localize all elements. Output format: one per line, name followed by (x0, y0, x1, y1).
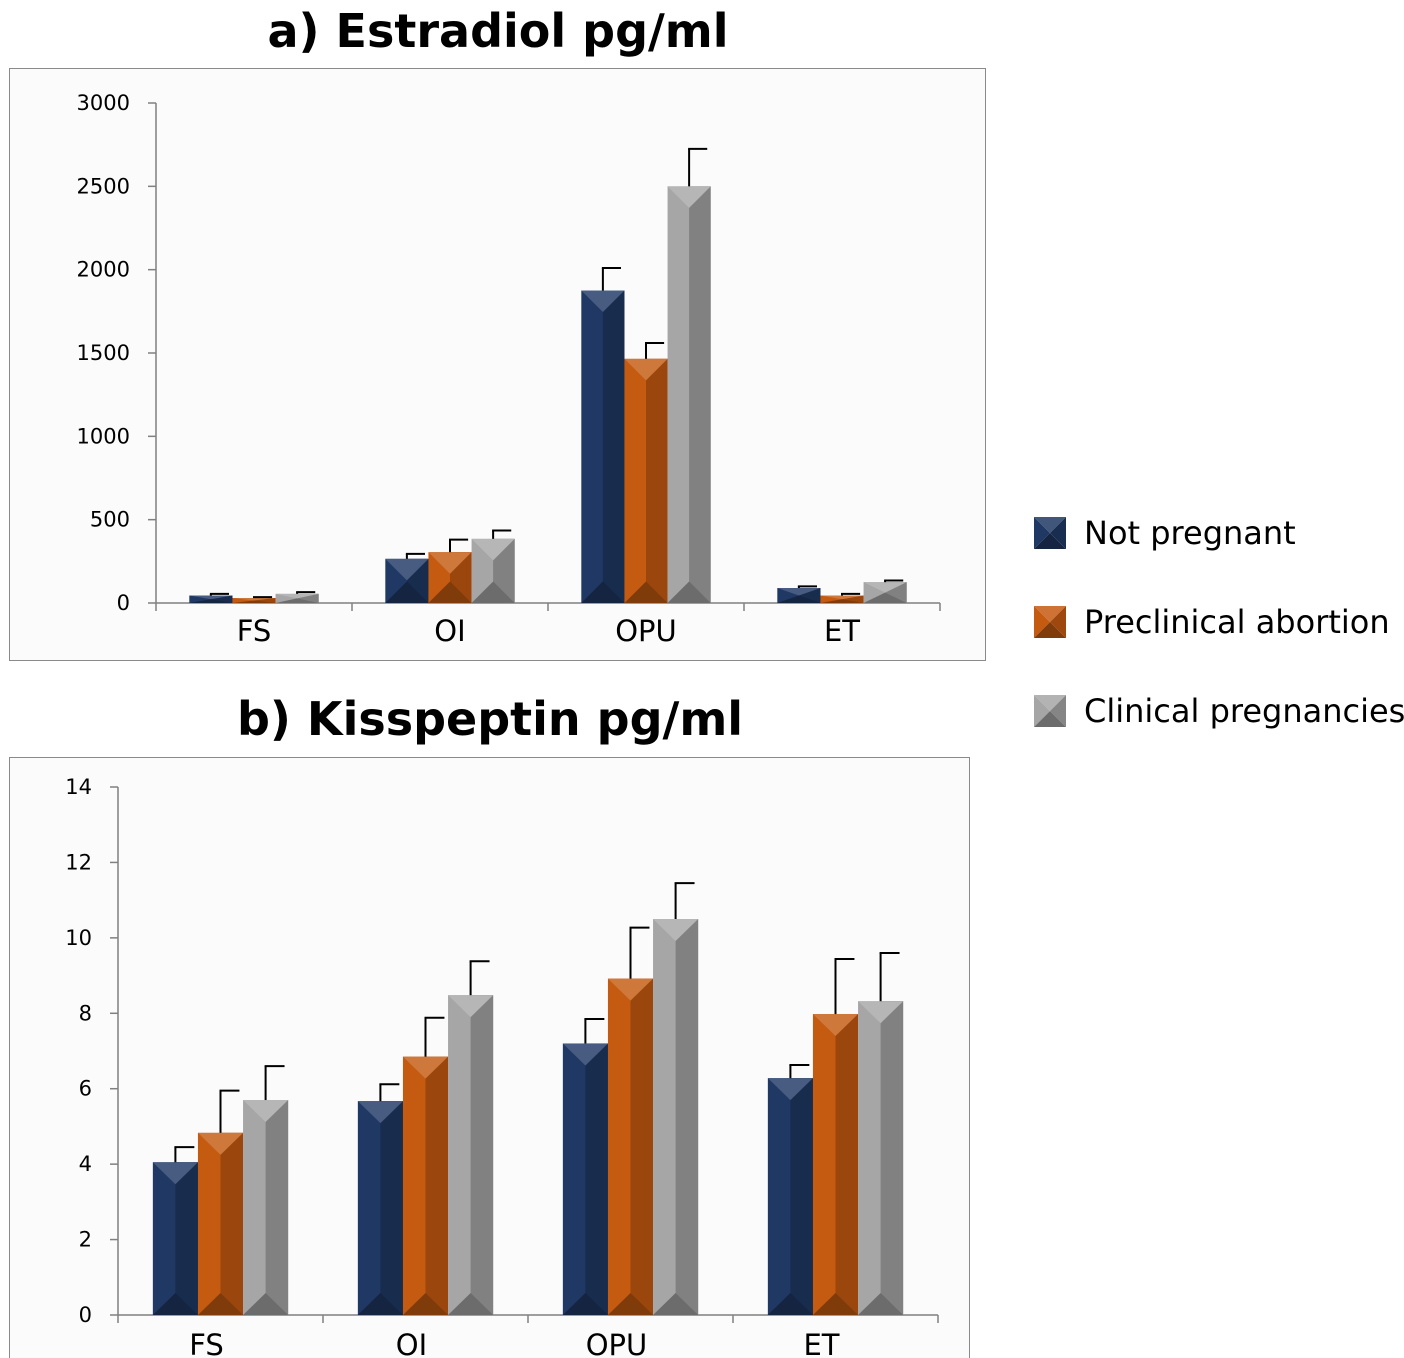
legend-item-preclinical-abortion: Preclinical abortion (1034, 577, 1404, 666)
chart-b-x-category-label: ET (803, 1328, 839, 1358)
chart-b-error-bar-preclinical-abortion-oi (424, 1016, 445, 1057)
chart-b-y-tick-label: 6 (79, 1077, 92, 1101)
chart-a-error-bar-clinical-pregnancies-oi (492, 529, 512, 539)
chart-a-x-category-label: FS (237, 614, 272, 648)
chart-b-error-bar-preclinical-abortion-et (834, 957, 855, 1015)
chart-a-error-bar-not-pregnant-fs (209, 592, 229, 596)
legend-swatch-not-pregnant (1034, 516, 1066, 549)
chart-a-error-bar-not-pregnant-et (797, 585, 817, 588)
chart-b-bar-not-pregnant-et (767, 1078, 813, 1315)
chart-a-bar-not-pregnant-oi (385, 558, 429, 603)
chart-a-bar-not-pregnant-fs (189, 595, 233, 603)
chart-b-x-category-label: OI (396, 1328, 427, 1358)
chart-b-bar-preclinical-abortion-fs (197, 1132, 244, 1315)
chart-a-bar-not-pregnant-et (777, 588, 821, 603)
chart-a-error-bar-preclinical-abortion-et (841, 592, 861, 596)
chart-a-error-bar-preclinical-abortion-opu (645, 342, 665, 359)
chart-b-bar-not-pregnant-oi (357, 1101, 403, 1315)
chart-a-y-tick-label: 500 (90, 508, 130, 532)
chart-b-y-tick-label: 12 (65, 850, 92, 874)
chart-a-bar-clinical-pregnancies-et (863, 582, 907, 603)
chart-a-y-tick-label: 0 (117, 591, 130, 615)
chart-a-error-bar-clinical-pregnancies-fs (296, 591, 316, 594)
chart-a-x-category-label: OI (434, 614, 465, 648)
chart-a-x-category-label: ET (824, 614, 860, 648)
legend: Not pregnant Preclinical abortion Clinic… (1034, 488, 1404, 755)
chart-a-bar-preclinical-abortion-et (820, 595, 864, 603)
chart-a-error-bar-preclinical-abortion-fs (253, 596, 273, 599)
legend-label: Preclinical abortion (1084, 602, 1390, 641)
chart-a-y-tick-label: 1000 (77, 424, 130, 448)
chart-b-error-bar-not-pregnant-et (789, 1063, 810, 1079)
chart-b-bar-not-pregnant-fs (152, 1162, 198, 1315)
chart-b-error-bar-clinical-pregnancies-fs (264, 1065, 285, 1101)
chart-a-bar-not-pregnant-opu (581, 290, 625, 603)
chart-b-y-tick-label: 2 (79, 1228, 92, 1252)
chart-b-error-bar-clinical-pregnancies-et (879, 951, 900, 1002)
chart-a-y-tick-label: 3000 (77, 91, 130, 115)
chart-a-bar-clinical-pregnancies-oi (471, 538, 515, 603)
chart-b-y-tick-label: 4 (79, 1152, 92, 1176)
chart-a-bar-preclinical-abortion-oi (428, 552, 472, 603)
chart-b-error-bar-preclinical-abortion-opu (629, 926, 650, 979)
chart-b-y-tick-label: 8 (79, 1001, 92, 1025)
chart-a-error-bar-not-pregnant-oi (405, 552, 425, 559)
chart-a-svg: 0 500 1000 1500 2000 2500 3000 FS OI OPU ET (77, 91, 941, 648)
chart-b-bar-clinical-pregnancies-opu (653, 919, 699, 1315)
chart-a-y-tick-label: 1500 (77, 341, 130, 365)
chart-a-y-tick-label: 2000 (77, 258, 130, 282)
chart-b-x-category-label: FS (189, 1328, 224, 1358)
chart-a-x-category-label: OPU (615, 614, 677, 648)
chart-b-bar-preclinical-abortion-oi (402, 1056, 449, 1315)
chart-b-bar-not-pregnant-opu (562, 1043, 608, 1315)
chart-a-bar-clinical-pregnancies-fs (275, 593, 319, 603)
chart-b-error-bar-clinical-pregnancies-opu (674, 882, 695, 919)
chart-b-bar-clinical-pregnancies-oi (448, 995, 494, 1315)
chart-a-error-bar-preclinical-abortion-oi (449, 538, 469, 553)
chart-a-error-bar-clinical-pregnancies-et (884, 579, 904, 583)
legend-swatch-preclinical-abortion (1034, 605, 1066, 638)
chart-b-error-bar-not-pregnant-opu (584, 1017, 605, 1044)
chart-b-bar-clinical-pregnancies-et (858, 1001, 904, 1315)
legend-item-not-pregnant: Not pregnant (1034, 488, 1404, 577)
legend-swatch-clinical-pregnancies (1034, 694, 1066, 727)
chart-b-title: b) Kisspeptin pg/ml (236, 692, 744, 746)
chart-b-y-tick-label: 14 (65, 775, 92, 799)
chart-a-bar-preclinical-abortion-fs (232, 598, 276, 603)
chart-b-y-tick-label: 0 (79, 1303, 92, 1327)
chart-b-error-bar-clinical-pregnancies-oi (469, 960, 490, 996)
chart-a-error-bar-clinical-pregnancies-opu (688, 147, 708, 187)
chart-b-bar-preclinical-abortion-et (812, 1014, 859, 1315)
chart-a-bar-clinical-pregnancies-opu (667, 186, 711, 604)
chart-b-error-bar-not-pregnant-fs (174, 1146, 195, 1163)
chart-b-bar-clinical-pregnancies-fs (243, 1100, 289, 1315)
chart-b-y-tick-label: 10 (65, 926, 92, 950)
chart-b-x-category-label: OPU (586, 1328, 648, 1358)
legend-label: Not pregnant (1084, 513, 1296, 552)
chart-b-error-bar-not-pregnant-oi (379, 1083, 400, 1102)
chart-a-title: a) Estradiol pg/ml (267, 4, 729, 58)
legend-item-clinical-pregnancies: Clinical pregnancies (1034, 666, 1404, 755)
chart-a-y-tick-label: 2500 (77, 174, 130, 198)
chart-a-error-bar-not-pregnant-opu (601, 267, 621, 291)
chart-b-bar-preclinical-abortion-opu (607, 978, 654, 1315)
chart-b-svg: 0 2 4 6 8 10 12 14 FS OI OPU ET (65, 775, 939, 1358)
legend-label: Clinical pregnancies (1084, 691, 1404, 730)
chart-b-error-bar-preclinical-abortion-fs (219, 1089, 240, 1133)
chart-a-bar-preclinical-abortion-opu (624, 358, 668, 603)
